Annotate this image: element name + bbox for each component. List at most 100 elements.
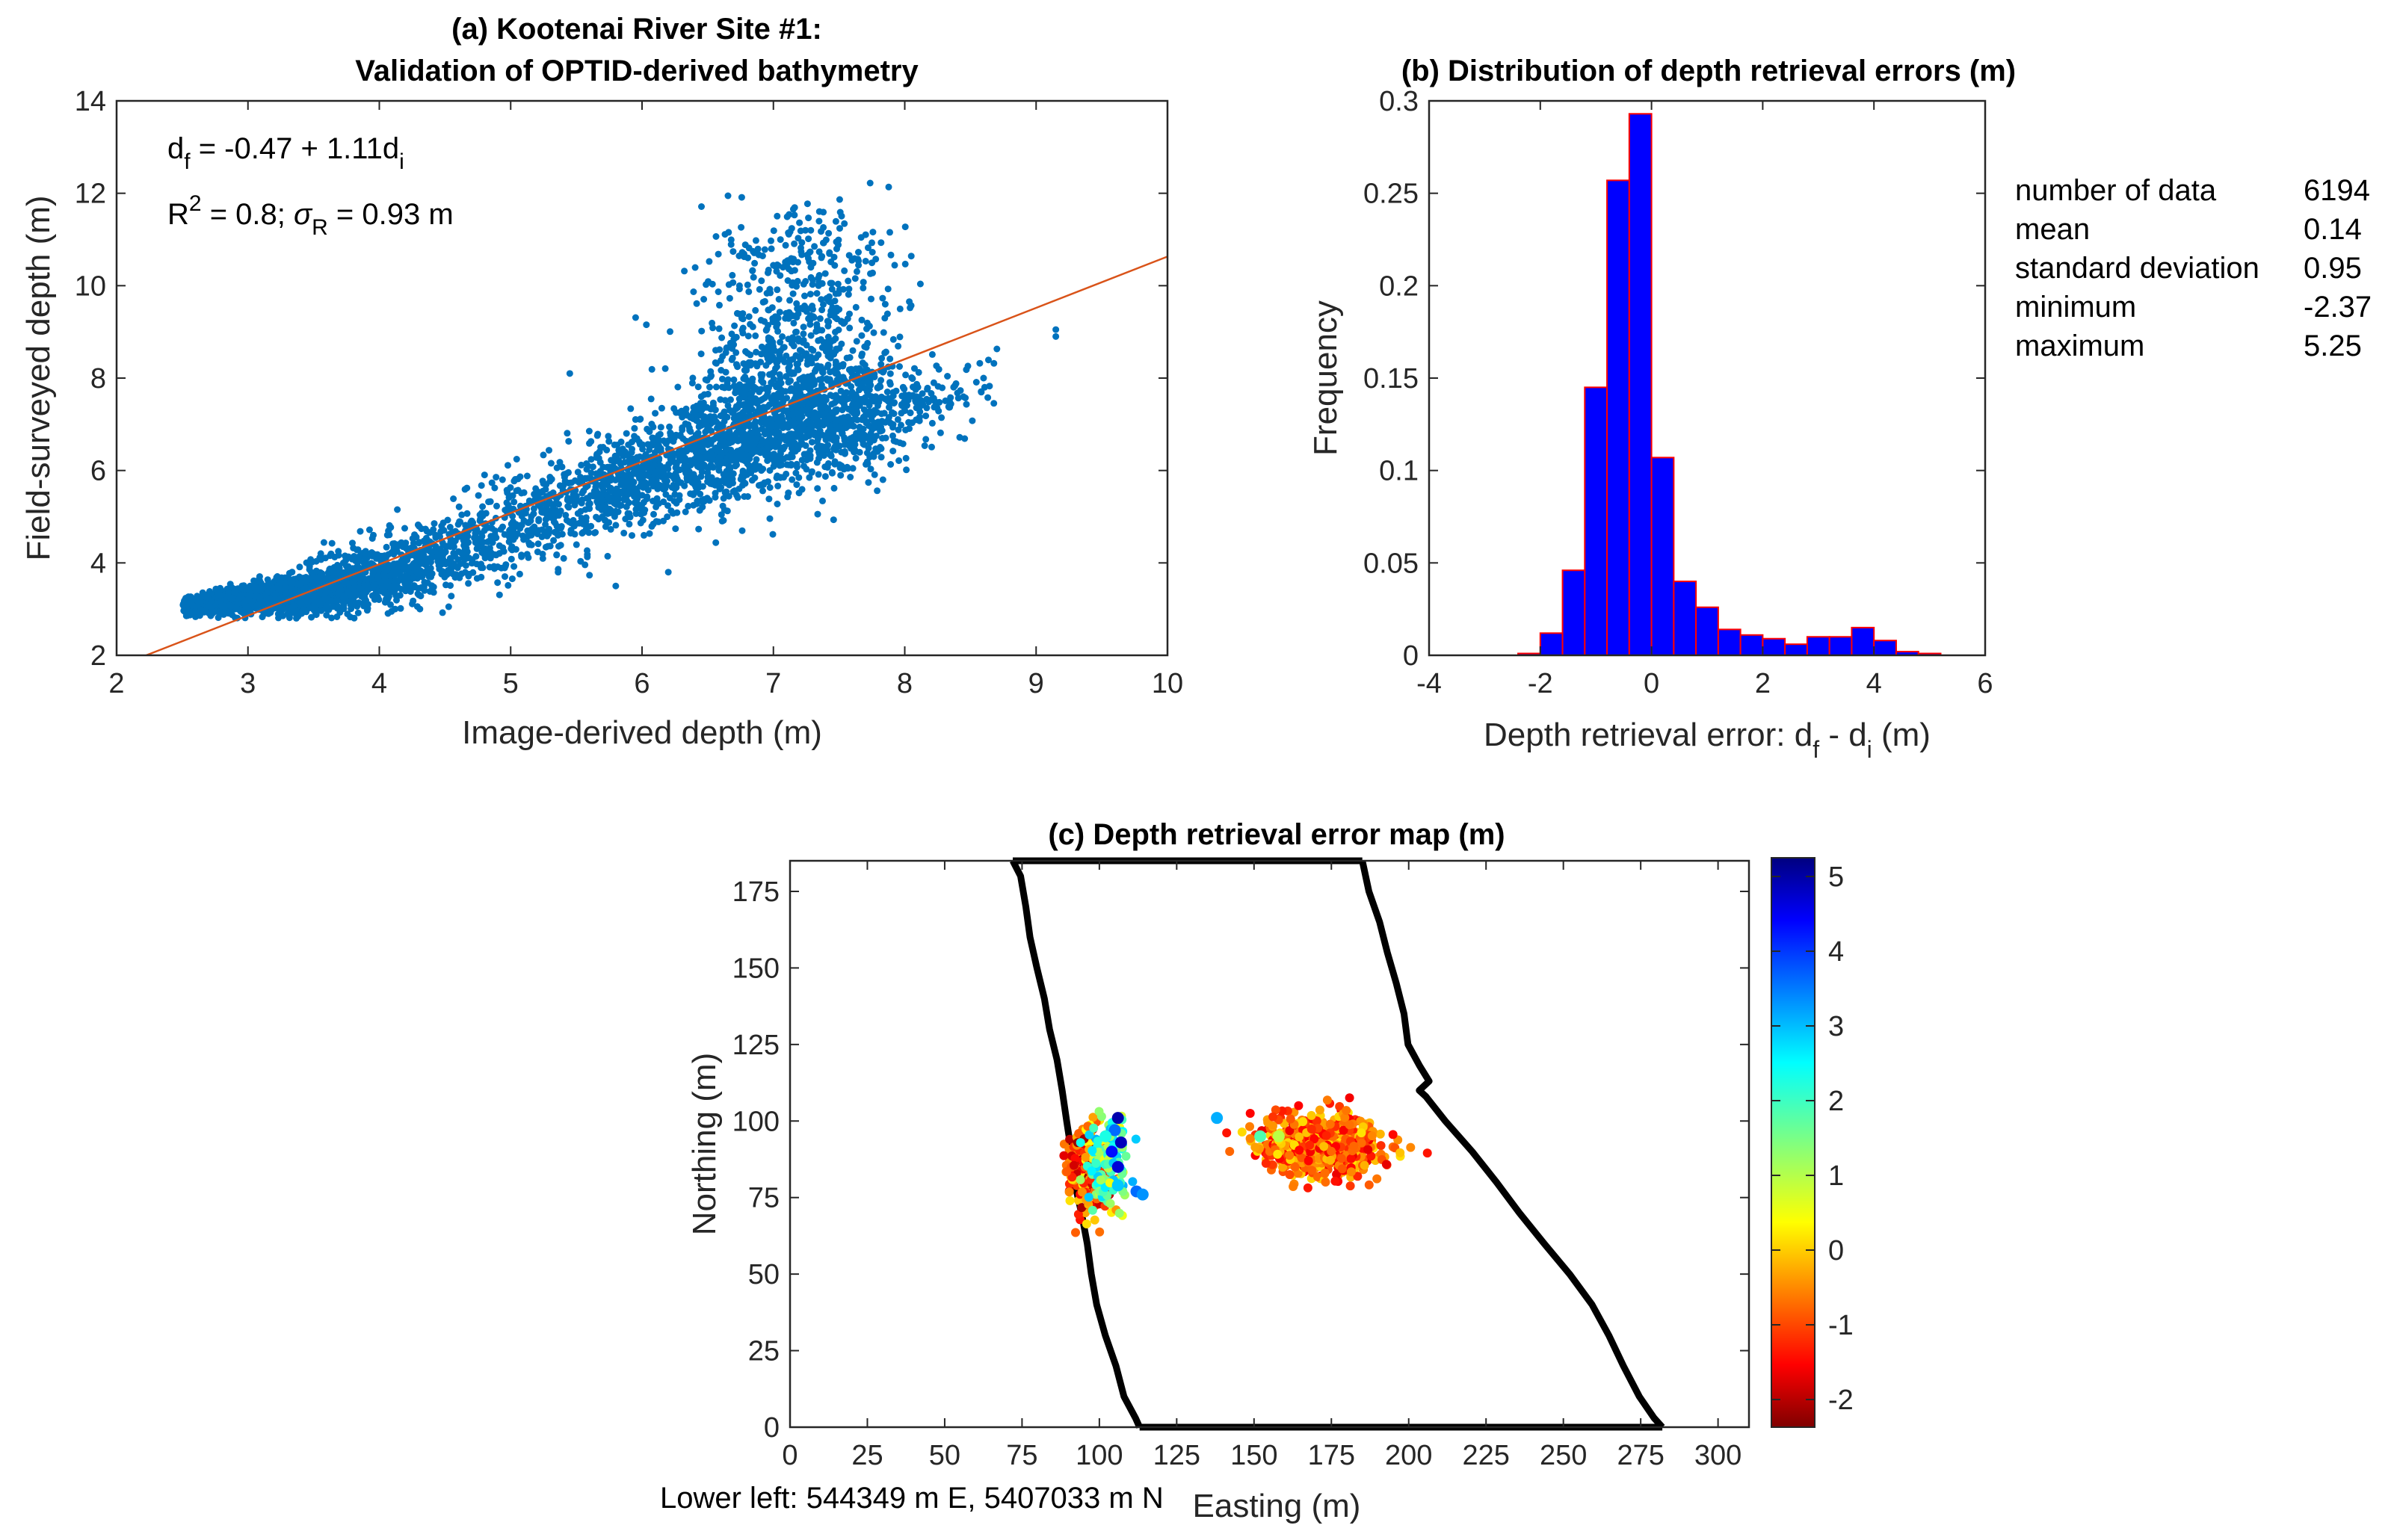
- panel-a-point: [371, 581, 378, 589]
- panel-a-point: [763, 346, 771, 353]
- panel-a-point: [553, 551, 561, 559]
- panel-a-point: [546, 474, 554, 480]
- panel-a-point: [407, 544, 415, 551]
- panel-a-point: [607, 507, 614, 514]
- panel-a-point: [761, 479, 768, 486]
- panel-a-point: [874, 418, 882, 426]
- panel-a-point: [856, 365, 863, 372]
- panel-a-point: [952, 380, 960, 387]
- panel-a-point: [531, 523, 538, 531]
- panel-a-point: [752, 306, 759, 314]
- panel-a-point: [732, 389, 739, 397]
- panel-a-point: [858, 332, 866, 339]
- panel-a-point: [689, 471, 697, 478]
- panel-a-point: [856, 434, 863, 442]
- panel-a-point: [718, 511, 725, 519]
- panel-a-point: [402, 586, 410, 593]
- panel-a-point: [530, 505, 537, 513]
- panel-a-point: [824, 322, 832, 330]
- panel-a-point: [782, 259, 789, 266]
- panel-a-point: [785, 229, 792, 237]
- panel-a-point: [638, 510, 645, 518]
- panel-a-point: [639, 516, 647, 524]
- panel-a-point: [492, 527, 499, 534]
- panel-a-point: [224, 610, 232, 617]
- panel-a-point: [700, 296, 708, 303]
- panel-a-x-tick-label: 8: [897, 668, 913, 699]
- panel-a-point: [753, 348, 760, 356]
- panel-a-point: [508, 545, 515, 552]
- panel-a-point: [814, 485, 821, 492]
- panel-a-r2-text: R2 = 0.8; σR = 0.93 m: [167, 191, 454, 240]
- panel-a-point: [825, 229, 833, 237]
- panel-a-point: [626, 510, 633, 517]
- panel-a-point: [438, 552, 445, 560]
- panel-a-point: [216, 608, 223, 616]
- panel-b-title: (b) Distribution of depth retrieval erro…: [1401, 55, 2016, 87]
- histogram-bar: [1584, 386, 1608, 656]
- panel-a-point: [387, 601, 394, 608]
- panel-a-point: [770, 227, 777, 235]
- panel-a-point: [697, 473, 705, 480]
- panel-a-point: [416, 591, 422, 599]
- panel-a-point: [886, 370, 894, 377]
- panel-a-point: [465, 580, 472, 587]
- panel-a-point: [889, 448, 897, 455]
- panel-a-point: [715, 250, 722, 258]
- panel-a-point: [776, 462, 783, 469]
- panel-a-point: [191, 602, 198, 610]
- panel-a-point: [730, 341, 738, 348]
- panel-a-point: [806, 321, 814, 328]
- panel-a-point: [705, 278, 712, 285]
- panel-a-point: [672, 470, 679, 477]
- panel-a-point: [501, 564, 508, 572]
- panel-a-point: [679, 435, 687, 442]
- panel-a-point: [712, 494, 719, 501]
- panel-a-point: [494, 563, 502, 570]
- panel-a-point: [766, 515, 774, 522]
- panel-a-point: [799, 383, 806, 391]
- panel-a-point: [410, 575, 417, 582]
- panel-a-point: [857, 234, 865, 241]
- panel-a-point: [612, 582, 620, 590]
- panel-a-point: [566, 370, 573, 377]
- panel-a-point: [877, 377, 885, 384]
- panel-a-point: [747, 321, 754, 328]
- panel-a-point: [277, 605, 285, 613]
- panel-a-point: [747, 469, 755, 477]
- stats-value: 0.95: [2304, 252, 2362, 285]
- histogram-bar: [1739, 634, 1764, 657]
- panel-a-point: [737, 436, 744, 442]
- panel-a-point: [253, 602, 261, 609]
- panel-a-point: [622, 448, 629, 456]
- panel-a-point: [729, 271, 736, 279]
- panel-a-point: [360, 602, 368, 610]
- panel-a-point: [768, 380, 776, 387]
- panel-a-point: [179, 602, 187, 609]
- panel-a-point: [653, 503, 660, 510]
- panel-a-point: [687, 427, 694, 435]
- panel-a-point: [698, 327, 706, 335]
- panel-a-point: [783, 373, 790, 380]
- panel-a-point: [643, 321, 650, 329]
- panel-a-point: [745, 445, 753, 453]
- panel-a-point: [561, 477, 569, 485]
- panel-a-point: [821, 270, 829, 277]
- panel-a-point: [336, 564, 343, 572]
- panel-a-point: [623, 496, 630, 504]
- panel-a-point: [296, 599, 303, 607]
- panel-a-point: [422, 525, 429, 533]
- panel-a-point: [542, 516, 549, 523]
- panel-a-point: [832, 328, 839, 335]
- panel-c-title: (c) Depth retrieval error map (m): [1048, 818, 1505, 851]
- panel-a-point: [607, 525, 614, 533]
- panel-a-point: [777, 236, 784, 244]
- panel-a-point: [869, 269, 876, 276]
- panel-a-point: [733, 429, 741, 436]
- panel-a-point: [766, 467, 774, 474]
- panel-a-point: [664, 513, 671, 521]
- histogram-bar: [1717, 628, 1741, 657]
- panel-a-point: [1052, 333, 1060, 340]
- panel-a-point: [597, 491, 605, 498]
- panel-a-point: [493, 474, 500, 481]
